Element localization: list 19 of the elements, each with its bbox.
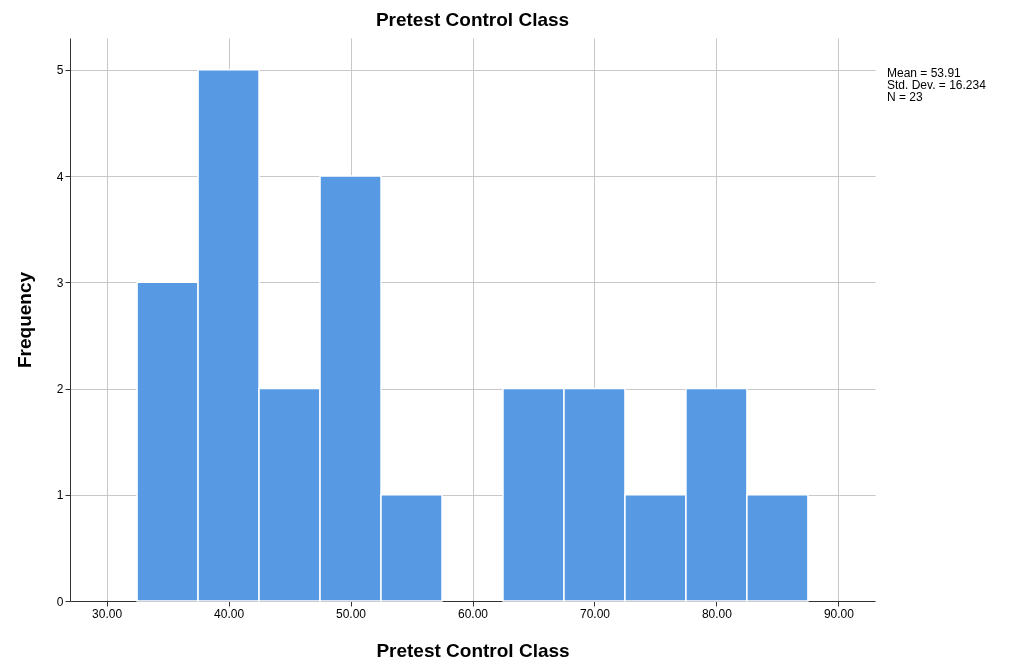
x-tick-label: 50.00	[336, 606, 367, 621]
y-tick-label: 2	[56, 382, 64, 397]
text: Mean = 53.91	[887, 66, 962, 80]
text: N = 23	[887, 90, 924, 104]
x-tick-label: 70.00	[579, 606, 611, 621]
chart-title: Pretest Control Class	[375, 9, 570, 30]
x-tick-label: 80.00	[701, 606, 733, 621]
y-axis-title: Frequency	[13, 271, 35, 369]
x-tick-label: 90.00	[823, 606, 855, 621]
text: Std. Dev. = 16.234	[887, 78, 987, 92]
x-tick-label: 60.00	[457, 606, 489, 621]
x-axis-title: Pretest Control Class	[376, 639, 570, 661]
y-tick-label: 3	[56, 275, 64, 290]
y-tick-label: 4	[56, 169, 64, 184]
y-tick-label: 1	[56, 488, 64, 503]
x-tick-label: 30.00	[92, 606, 123, 621]
y-tick-label: 5	[56, 63, 64, 78]
y-tick-label: 0	[56, 594, 64, 609]
x-tick-label: 40.00	[214, 606, 245, 621]
